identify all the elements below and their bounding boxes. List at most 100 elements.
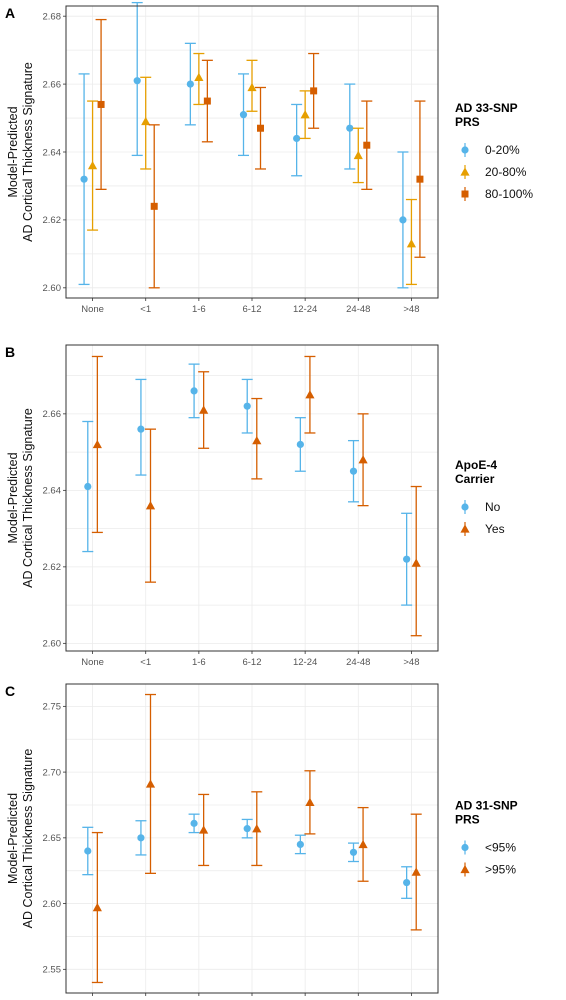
data-point xyxy=(296,840,304,849)
legend-title: AD 31-SNP xyxy=(455,799,518,813)
legend-key-marker xyxy=(460,524,470,533)
panel-letter: B xyxy=(5,344,15,360)
legend-title: Carrier xyxy=(455,472,495,486)
series-1 xyxy=(82,363,413,606)
legend-title: ApoE-4 xyxy=(455,458,497,472)
data-point xyxy=(358,839,368,849)
x-tick-label: <1 xyxy=(140,304,151,315)
legend-key-marker xyxy=(460,167,470,176)
x-tick-label: 1-6 xyxy=(192,657,206,668)
series-2 xyxy=(91,355,422,637)
series-2 xyxy=(87,52,417,286)
x-tick-label: 24-48 xyxy=(346,657,370,668)
data-point xyxy=(186,80,194,88)
data-point xyxy=(137,834,145,842)
legend-key-marker xyxy=(461,190,469,198)
y-tick-label: 2.55 xyxy=(43,965,62,976)
x-tick-label: >48 xyxy=(403,657,419,668)
data-point xyxy=(199,825,209,834)
legend-key-marker xyxy=(461,146,469,154)
y-tick-label: 2.65 xyxy=(43,833,62,844)
data-point xyxy=(92,902,102,912)
data-point xyxy=(252,436,262,445)
y-tick-label: 2.64 xyxy=(43,486,62,497)
panel-letter: A xyxy=(5,5,15,21)
data-point xyxy=(194,72,204,81)
data-point xyxy=(141,116,151,126)
data-point xyxy=(243,825,251,833)
y-tick-label: 2.68 xyxy=(43,11,62,22)
data-point xyxy=(300,110,310,119)
y-tick-label: 2.70 xyxy=(43,767,62,778)
y-tick-label: 2.62 xyxy=(43,562,62,573)
legend-label: <95% xyxy=(485,841,516,855)
y-axis-label: Model-PredictedAD Cortical Thickness Sig… xyxy=(6,408,35,588)
data-point xyxy=(305,390,315,399)
data-point xyxy=(411,867,421,876)
series-1 xyxy=(78,1,409,289)
legend-key-marker xyxy=(460,864,470,874)
data-point xyxy=(257,124,265,132)
legend-label: No xyxy=(485,500,501,514)
series-1 xyxy=(82,813,413,899)
y-axis-label: Model-PredictedAD Cortical Thickness Sig… xyxy=(6,749,35,929)
series-3 xyxy=(95,18,426,289)
legend-label: 20-80% xyxy=(485,165,527,179)
data-point xyxy=(87,160,98,170)
data-point xyxy=(349,467,358,475)
data-point xyxy=(92,439,102,449)
x-tick-label: 1-6 xyxy=(192,304,206,315)
data-point xyxy=(305,797,315,807)
data-point xyxy=(252,824,262,833)
panel-c: C2.552.602.652.702.75None<11-66-1212-242… xyxy=(5,683,518,1000)
x-tick-label: 12-24 xyxy=(293,304,317,315)
x-tick-label: None xyxy=(81,304,104,315)
data-point xyxy=(145,501,156,510)
data-point xyxy=(416,175,424,183)
data-point xyxy=(137,425,145,433)
legend-key-marker xyxy=(461,503,469,511)
data-point xyxy=(349,848,358,856)
data-point xyxy=(145,779,156,788)
data-point xyxy=(80,175,88,183)
y-tick-label: 2.60 xyxy=(43,639,62,650)
legend-key-marker xyxy=(461,843,469,852)
data-point xyxy=(411,558,421,567)
panel-border xyxy=(65,5,439,299)
y-tick-label: 2.66 xyxy=(43,409,62,420)
data-point xyxy=(97,100,105,108)
data-point xyxy=(403,555,411,563)
data-point xyxy=(293,134,301,143)
legend-label: Yes xyxy=(485,522,505,536)
x-tick-label: 12-24 xyxy=(293,657,317,668)
data-point xyxy=(243,402,251,410)
data-point xyxy=(403,878,411,887)
data-point xyxy=(84,482,92,491)
data-point xyxy=(247,82,257,92)
data-point xyxy=(203,97,211,105)
panel-letter: C xyxy=(5,683,15,699)
y-tick-label: 2.60 xyxy=(43,283,62,294)
legend-label: 80-100% xyxy=(485,187,533,201)
legend-title: PRS xyxy=(455,813,480,827)
data-point xyxy=(296,440,304,449)
panel-border xyxy=(65,344,439,652)
data-point xyxy=(150,202,158,210)
data-point xyxy=(239,111,248,119)
data-point xyxy=(363,141,371,149)
x-tick-label: None xyxy=(81,657,104,668)
gridlines xyxy=(66,6,438,298)
y-tick-label: 2.75 xyxy=(43,702,62,713)
panel-a: A 2.60 2.62 2.64 2.66 2.68 None <1 1-6 6-12 12-24 2… xyxy=(5,1,533,315)
legend-title: AD 33-SNP xyxy=(455,101,518,115)
data-point xyxy=(199,405,209,414)
data-point xyxy=(406,239,417,248)
y-tick-label: 2.66 xyxy=(43,79,62,90)
x-tick-label: <1 xyxy=(140,657,151,668)
data-point xyxy=(346,124,354,132)
